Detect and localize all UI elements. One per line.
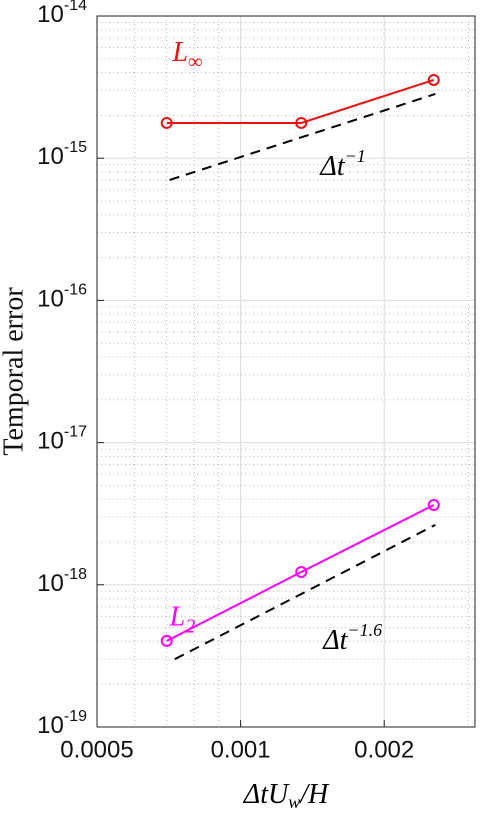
marker [160, 116, 173, 129]
annotation-base: Δt [322, 625, 348, 656]
y-tick-label: 10-17 [37, 424, 87, 455]
annotation: Δt−1.6 [322, 620, 382, 656]
annotation-base: L [172, 38, 189, 69]
x-axis-label: ΔtUw/H [243, 779, 330, 812]
annotation-sub: 2 [185, 615, 195, 637]
y-tick-label: 10-14 [37, 0, 87, 28]
y-tick-base: 10 [37, 286, 64, 313]
reference-line [169, 93, 436, 181]
y-tick-label: 10-16 [37, 282, 87, 313]
marker [295, 116, 308, 129]
annotation-sup: −1.6 [347, 620, 382, 640]
y-tick-label: 10-15 [37, 139, 87, 170]
y-axis-label: Temporal error [0, 287, 29, 456]
annotation-base: Δt [319, 151, 345, 182]
y-tick-base: 10 [37, 712, 64, 739]
plot-frame [96, 15, 476, 728]
series-line [166, 79, 435, 124]
marker [295, 566, 308, 579]
y-tick-base: 10 [37, 1, 64, 28]
x-label-rest: /H [298, 779, 330, 810]
marker [427, 73, 440, 86]
x-tick-label: 0.001 [211, 736, 271, 763]
y-tick-exponent: -17 [64, 424, 87, 441]
x-tick-label: 0.0005 [60, 736, 133, 763]
y-tick-label: 10-19 [37, 708, 87, 739]
x-label-base: ΔtU [243, 779, 290, 810]
y-tick-base: 10 [37, 428, 64, 455]
marker [427, 499, 440, 512]
y-tick-label: 10-18 [37, 566, 87, 597]
x-label-sub: w [288, 792, 300, 812]
marker [160, 634, 173, 647]
annotation: Δt−1 [319, 146, 365, 182]
y-tick-exponent: -14 [64, 0, 87, 14]
series-line [166, 504, 435, 642]
x-tick-label: 0.002 [354, 736, 414, 763]
y-tick-base: 10 [37, 570, 64, 597]
annotation-sup: −1 [345, 146, 366, 166]
annotation-base: L [169, 602, 186, 633]
y-tick-base: 10 [37, 144, 64, 171]
y-tick-exponent: -18 [64, 566, 87, 583]
y-tick-exponent: -15 [64, 139, 87, 156]
annotation: L2 [169, 602, 196, 637]
annotation: L∞ [172, 38, 203, 73]
y-tick-exponent: -19 [64, 708, 87, 725]
annotation-sub: ∞ [188, 51, 202, 73]
reference-line [174, 523, 436, 661]
y-tick-exponent: -16 [64, 282, 87, 299]
